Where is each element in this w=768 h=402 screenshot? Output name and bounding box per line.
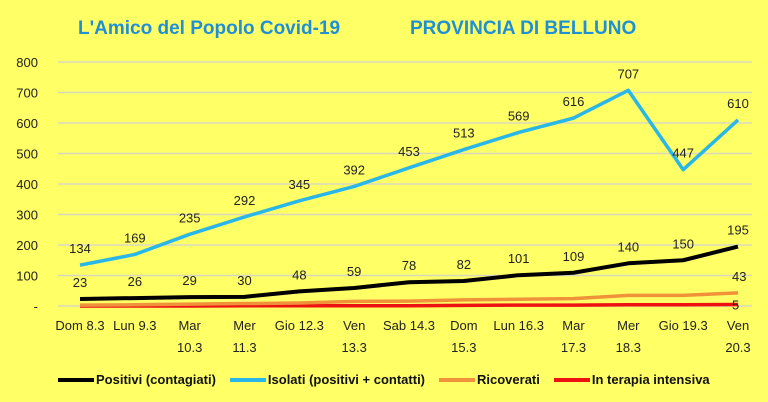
x-tick-label: 17.3 [561, 340, 586, 355]
data-label: 140 [617, 239, 639, 254]
data-label: 707 [617, 66, 639, 81]
data-label: 195 [727, 223, 749, 238]
x-tick-label: 18.3 [616, 340, 641, 355]
x-tick-label: 20.3 [725, 340, 750, 355]
x-tick-label: 10.3 [177, 340, 202, 355]
x-tick-label: 11.3 [232, 340, 256, 355]
data-label: 616 [563, 94, 585, 109]
data-label: 235 [179, 210, 201, 225]
data-label: 101 [508, 251, 530, 266]
x-tick-label: Gio 12.3 [275, 318, 324, 333]
data-label: 392 [343, 162, 365, 177]
data-label: 345 [288, 177, 310, 192]
series-line-0 [79, 244, 739, 301]
legend-label: In terapia intensiva [591, 372, 710, 387]
data-label: 169 [124, 230, 146, 245]
x-tick-label: Dom 8.3 [55, 318, 104, 333]
data-label: 292 [234, 193, 256, 208]
x-tick-label: Sab 14.3 [383, 318, 435, 333]
data-label: 134 [69, 241, 91, 256]
y-tick-label: 600 [16, 116, 38, 131]
y-tick-label: 200 [16, 238, 38, 253]
series-line-1 [79, 88, 740, 267]
data-label: 29 [182, 273, 196, 288]
y-tick-label: 100 [16, 269, 38, 284]
x-tick-label: Dom [450, 318, 477, 333]
legend-swatch [553, 377, 590, 382]
data-label: 150 [672, 236, 694, 251]
series-line-3 [80, 302, 739, 308]
data-label: 82 [457, 257, 471, 272]
data-label: 23 [73, 275, 87, 290]
x-tick-label: 13.3 [342, 340, 367, 355]
series-line-2 [79, 291, 739, 307]
chart-title: L'Amico del Popolo Covid-19 [78, 18, 341, 39]
data-label: 26 [128, 274, 142, 289]
legend-item: Ricoverati [439, 372, 540, 387]
legend-swatch [229, 377, 266, 382]
data-label: 48 [292, 267, 306, 282]
data-label: 447 [672, 146, 694, 161]
y-tick-label: 500 [16, 147, 38, 162]
y-tick-label: 300 [16, 208, 38, 223]
data-label: 513 [453, 126, 475, 141]
data-label: 610 [727, 96, 749, 111]
legend-label: Positivi (contagiati) [96, 372, 216, 387]
data-label: 43 [732, 269, 746, 284]
x-tick-label: Mar [178, 318, 201, 333]
x-tick-label: Gio 19.3 [659, 318, 708, 333]
data-label: 569 [508, 108, 530, 123]
x-tick-label: Mer [617, 318, 640, 333]
legend-item: Isolati (positivi + contatti) [229, 372, 426, 387]
y-tick-label: 400 [16, 177, 38, 192]
x-tick-label: Mar [562, 318, 585, 333]
x-tick-label: Lun 16.3 [493, 318, 544, 333]
legend-label: Isolati (positivi + contatti) [267, 372, 426, 387]
data-label: 59 [347, 264, 361, 279]
x-tick-label: Mer [233, 318, 256, 333]
y-tick-label: 700 [16, 86, 38, 101]
chart-subtitle: PROVINCIA DI BELLUNO [410, 18, 637, 39]
legend-swatch [439, 377, 476, 382]
x-tick-label: Ven [343, 318, 365, 333]
data-label: 30 [237, 273, 251, 288]
legend: Positivi (contagiati) Isolati (positivi +… [58, 372, 710, 387]
x-tick-label: Lun 9.3 [113, 318, 156, 333]
data-label: 5 [732, 297, 739, 312]
legend-item: In terapia intensiva [553, 372, 710, 387]
data-label: 78 [402, 258, 416, 273]
data-label: 109 [563, 249, 585, 264]
legend-swatch [58, 377, 94, 382]
y-tick-label: - [34, 299, 38, 314]
x-tick-label: Ven [727, 318, 749, 333]
y-tick-label: 800 [16, 55, 38, 70]
x-tick-label: 15.3 [451, 340, 476, 355]
data-label: 453 [398, 144, 420, 159]
legend-label: Ricoverati [477, 372, 540, 387]
legend-item: Positivi (contagiati) [58, 372, 216, 387]
